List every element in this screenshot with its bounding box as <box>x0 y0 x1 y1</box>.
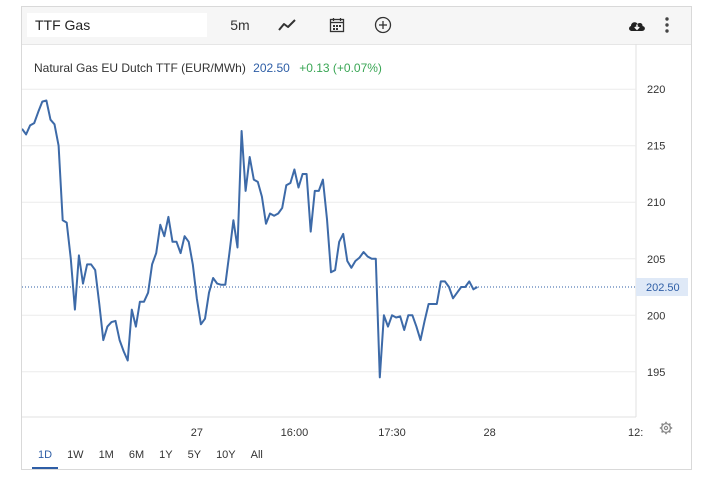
interval-button[interactable]: 5m <box>230 17 250 33</box>
range-button-1w[interactable]: 1W <box>67 449 84 461</box>
range-button-10y[interactable]: 10Y <box>216 449 236 461</box>
y-tick-label: 200 <box>647 310 665 322</box>
symbol-search-input[interactable] <box>27 13 207 37</box>
instrument-name: Natural Gas EU Dutch TTF (EUR/MWh) <box>34 61 246 75</box>
more-options-button[interactable] <box>659 13 675 37</box>
x-tick-label: 12: <box>628 427 643 439</box>
kebab-menu-icon <box>665 17 669 33</box>
range-button-1m[interactable]: 1M <box>98 449 114 461</box>
range-button-all[interactable]: All <box>250 449 263 461</box>
y-tick-label: 210 <box>647 197 665 209</box>
add-indicator-button[interactable] <box>371 13 395 37</box>
calendar-icon <box>329 18 345 33</box>
x-tick-label: 17:30 <box>378 427 406 439</box>
chart-widget: 5m <box>21 6 692 470</box>
x-tick-label: 28 <box>483 427 495 439</box>
range-button-6m[interactable]: 6M <box>128 449 145 461</box>
series-line <box>22 99 478 379</box>
y-tick-label: 205 <box>647 254 665 266</box>
range-button-1d[interactable]: 1D <box>32 447 59 469</box>
cloud-download-icon <box>629 22 645 31</box>
x-tick-label: 27 <box>191 427 203 439</box>
toolbar: 5m <box>22 7 691 45</box>
last-price-tag-label: 202.50 <box>646 282 680 294</box>
gear-icon[interactable] <box>659 421 673 435</box>
download-button[interactable] <box>625 13 649 37</box>
plus-circle-icon <box>374 16 392 34</box>
y-tick-label: 195 <box>647 367 665 379</box>
last-price-tag <box>636 278 688 297</box>
chart-legend: Natural Gas EU Dutch TTF (EUR/MWh) 202.5… <box>34 61 382 75</box>
line-chart-icon <box>278 19 296 31</box>
x-tick-label: 16:00 <box>281 427 309 439</box>
price-change: +0.13 (+0.07%) <box>299 61 382 75</box>
range-selector: 1D 1W 1M 6M 1Y 5Y 10Y All <box>32 447 272 469</box>
price-chart: 195 200 205 210 215 220 27 16:00 17:30 28 12: 202.5… <box>22 44 688 439</box>
range-button-5y[interactable]: 5Y <box>187 449 202 461</box>
range-button-1y[interactable]: 1Y <box>159 449 173 461</box>
chart-type-button[interactable] <box>275 13 299 37</box>
date-range-button[interactable] <box>325 13 349 37</box>
last-price: 202.50 <box>253 61 290 75</box>
y-tick-label: 220 <box>647 84 665 96</box>
y-tick-label: 215 <box>647 141 665 153</box>
